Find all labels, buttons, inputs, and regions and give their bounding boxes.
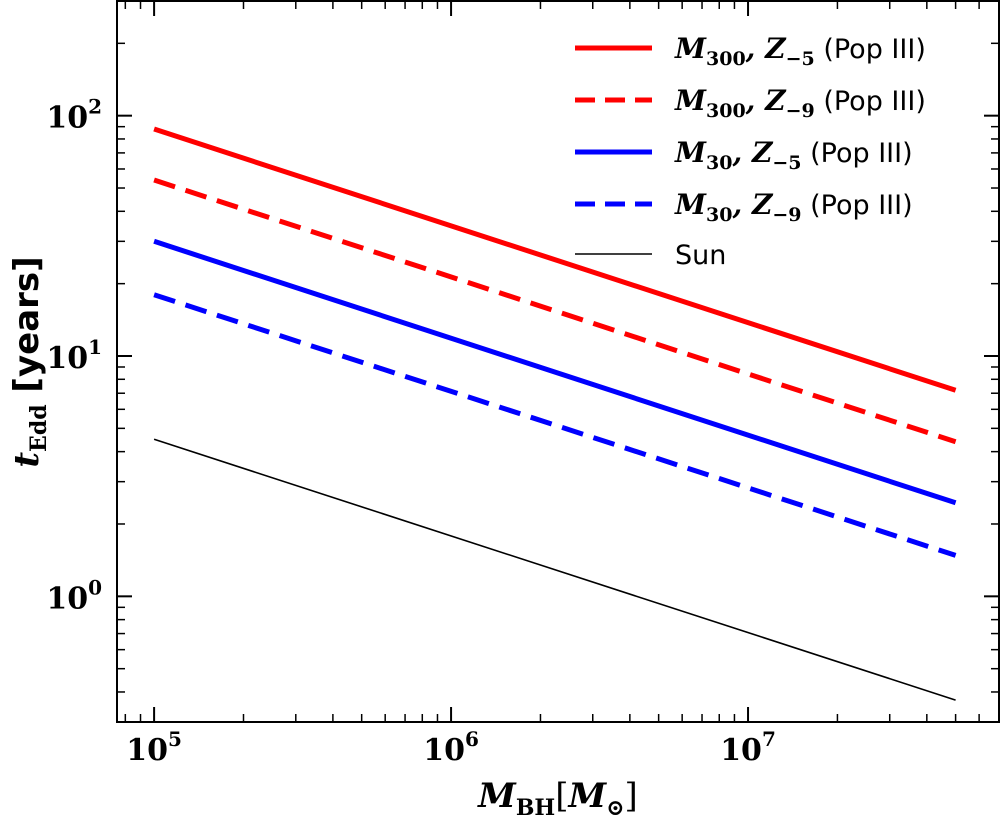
series-line-1 — [153, 126, 957, 393]
legend-label-2: M300, Z−9 (Pop III) — [674, 84, 926, 122]
y-axis-label: tEdd [years] — [7, 256, 52, 467]
legend-label-4: M30, Z−9 (Pop III) — [674, 188, 913, 226]
legend-label-5: Sun — [675, 240, 726, 271]
x-tick-label: 105 — [126, 727, 182, 768]
y-tick-label: 101 — [46, 335, 102, 376]
series-line-2 — [153, 177, 957, 445]
x-axis-label: MBH[M⊙] — [477, 776, 638, 815]
legend-label-3: M30, Z−5 (Pop III) — [674, 136, 913, 174]
series-line-5 — [153, 438, 956, 701]
series-lines — [153, 126, 957, 701]
major-ticks — [117, 1, 999, 722]
y-tick-label: 102 — [46, 95, 102, 136]
minor-ticks — [117, 1, 999, 723]
plot-frame — [116, 0, 1000, 723]
series-line-4 — [153, 292, 957, 558]
legend-label-1: M300, Z−5 (Pop III) — [674, 32, 926, 70]
x-tick-label: 106 — [423, 727, 479, 768]
legend: M300, Z−5 (Pop III) M300, Z−9 (Pop III) M3… — [575, 32, 926, 271]
tick-labels: 105 106 107 100 101 102 — [46, 95, 776, 768]
x-tick-label: 107 — [720, 727, 776, 768]
y-tick-label: 100 — [46, 575, 102, 616]
series-line-3 — [153, 238, 957, 506]
